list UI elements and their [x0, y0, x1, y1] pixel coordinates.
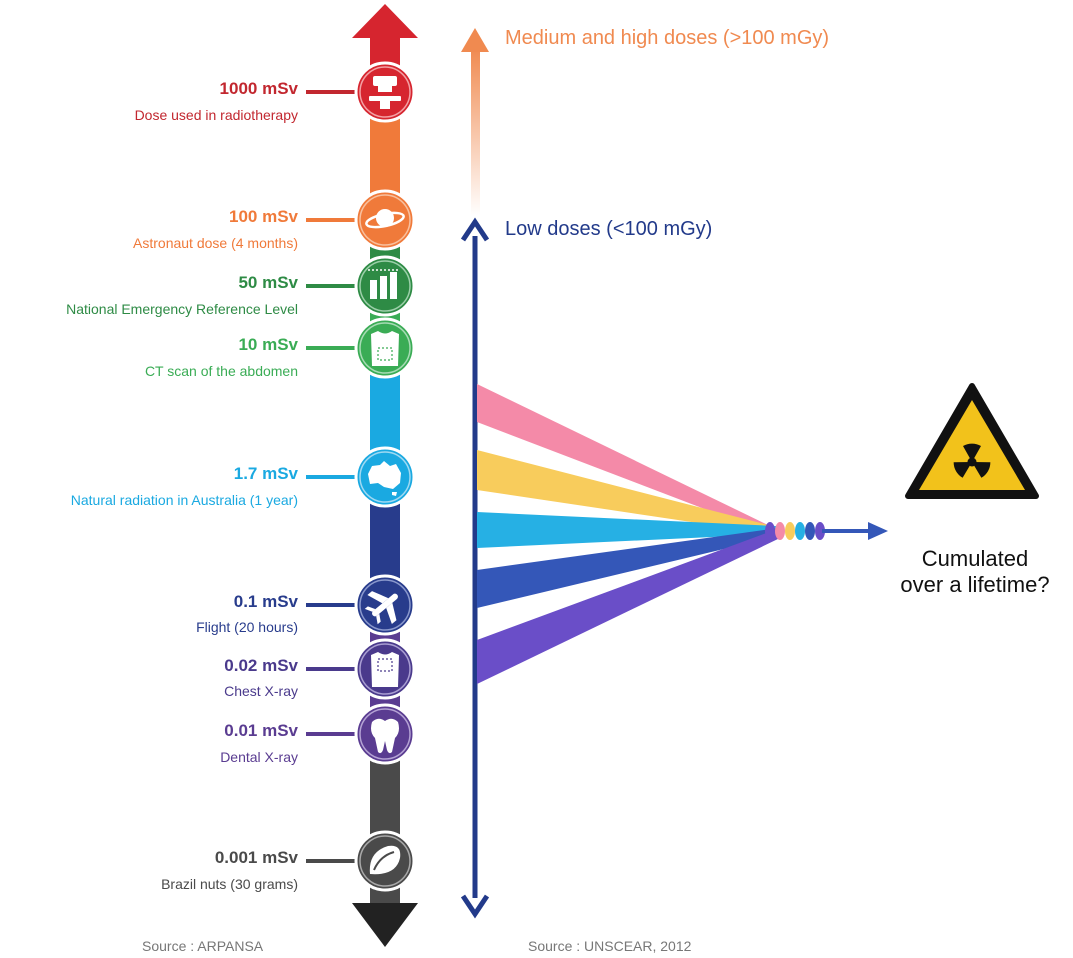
dose-label-0-001: Brazil nuts (30 grams) — [161, 876, 298, 892]
cumulated-line-2: over a lifetime? — [900, 572, 1050, 598]
lifetime-arrowhead — [868, 522, 888, 540]
australia-map-icon — [354, 446, 416, 508]
dose-value-0-01: 0.01 mSv — [224, 721, 298, 740]
tooth-icon — [354, 703, 416, 765]
dose-value-10: 10 mSv — [238, 335, 298, 354]
ribbon-yellow — [477, 450, 772, 534]
ribbon-cyan — [477, 512, 776, 548]
radiation-hazard-icon — [905, 383, 1039, 499]
converging-ribbons — [477, 384, 888, 684]
dose-label-1000: Dose used in radiotherapy — [134, 107, 298, 123]
high-dose-arrow — [461, 28, 489, 216]
dose-label-50: National Emergency Reference Level — [66, 301, 298, 317]
braided-strand — [765, 522, 825, 540]
ribbon-violet — [477, 528, 780, 684]
dose-label-0-01: Dental X-ray — [220, 749, 298, 765]
dose-value-100: 100 mSv — [229, 207, 298, 226]
dose-label-0-1: Flight (20 hours) — [196, 619, 298, 635]
chest-xray-icon — [354, 638, 416, 700]
planet-icon — [354, 189, 416, 251]
dose-value-50: 50 mSv — [238, 273, 298, 292]
cumulated-question: Cumulated over a lifetime? — [880, 546, 1070, 599]
ribbon-pink — [477, 384, 770, 534]
dose-value-0-02: 0.02 mSv — [224, 656, 298, 675]
radiotherapy-machine-icon — [354, 61, 416, 123]
dose-value-1-7: 1.7 mSv — [233, 464, 298, 483]
dose-label-0-02: Chest X-ray — [224, 683, 298, 699]
source-left: Source : ARPANSA — [142, 938, 264, 954]
torso-icon — [354, 317, 416, 379]
source-right: Source : UNSCEAR, 2012 — [528, 938, 692, 954]
low-dose-band-label: Low doses (<100 mGy) — [505, 218, 713, 240]
bar-chart-icon — [354, 255, 416, 317]
dose-value-1000: 1000 mSv — [219, 79, 298, 98]
brazil-nut-icon — [354, 830, 416, 892]
dose-icons — [354, 61, 416, 892]
scale-down-arrowhead — [352, 903, 418, 947]
low-dose-arrow — [460, 217, 490, 919]
dose-value-0-1: 0.1 mSv — [233, 592, 298, 611]
dose-label-100: Astronaut dose (4 months) — [133, 235, 298, 251]
dose-value-0-001: 0.001 mSv — [214, 848, 298, 867]
cumulated-line-1: Cumulated — [921, 546, 1029, 571]
high-dose-band-label: Medium and high doses (>100 mGy) — [505, 27, 830, 49]
airplane-icon — [354, 574, 416, 636]
label-connectors — [306, 90, 357, 863]
dose-label-1-7: Natural radiation in Australia (1 year) — [70, 492, 298, 508]
dose-label-10: CT scan of the abdomen — [144, 363, 298, 379]
scale-up-arrowhead — [352, 4, 418, 38]
ribbon-blue — [477, 528, 778, 608]
